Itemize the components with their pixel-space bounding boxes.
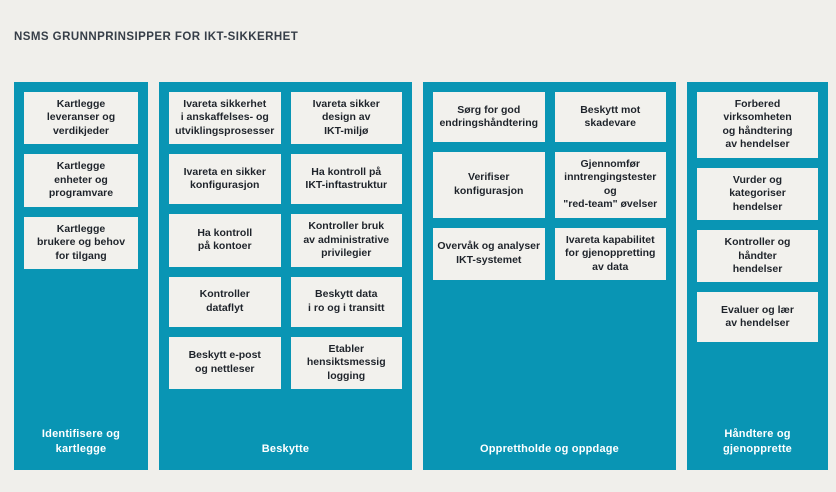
card-ivareta-sikkerhet-anskaffelser: Ivareta sikkerhet i anskaffelses- og utv… — [169, 92, 281, 145]
card-beskytt-mot-skadevare: Beskytt mot skadevare — [554, 92, 666, 142]
card-etabler-logging: Etabler hensiktsmessig logging — [290, 336, 402, 389]
column-opprettholde-og-oppdage: Sørg for god endringshåndtering Beskytt … — [423, 82, 676, 470]
card-beskytt-data: Beskytt data i ro og i transitt — [290, 276, 402, 327]
card-ivareta-sikker-konfigurasjon: Ivareta en sikker konfigurasjon — [169, 154, 281, 205]
card-evaluer-laer: Evaluer og lær av hendelser — [697, 292, 818, 343]
card-endringshandtering: Sørg for god endringshåndtering — [433, 92, 545, 142]
column-beskytte: Ivareta sikkerhet i anskaffelses- og utv… — [159, 82, 412, 470]
card-beskytt-epost-nettleser: Beskytt e-post og nettleser — [169, 336, 281, 389]
column-identifisere-og-kartlegge: Kartlegge leveranser og verdikjeder Kart… — [14, 82, 148, 470]
card-forbered-virksomheten: Forbered virksomheten og håndtering av h… — [697, 92, 818, 158]
card-ivareta-sikker-design: Ivareta sikker design av IKT-miljø — [290, 92, 402, 145]
card-list: Forbered virksomheten og håndtering av h… — [697, 92, 818, 343]
card-kartlegge-enheter: Kartlegge enheter og programvare — [24, 154, 138, 207]
card-gjenoppretting-data: Ivareta kapabilitet for gjenoppretting a… — [554, 227, 666, 281]
card-list: Kartlegge leveranser og verdikjeder Kart… — [24, 92, 138, 269]
column-label-opprettholde: Opprettholde og oppdage — [479, 442, 620, 455]
card-inntrengingstester: Gjennomfør inntrengingstester og "red-te… — [554, 152, 666, 218]
card-verifiser-konfigurasjon: Verifiser konfigurasjon — [433, 152, 545, 218]
column-label-handtere: Håndtere og gjenopprette — [722, 428, 792, 455]
column-handtere-og-gjenopprette: Forbered virksomheten og håndtering av h… — [687, 82, 828, 470]
card-kontroll-ikt-infrastruktur: Ha kontroll på IKT-inftastruktur — [290, 154, 402, 205]
column-label-identifisere: Identifisere og kartlegge — [41, 428, 121, 455]
principles-board: Kartlegge leveranser og verdikjeder Kart… — [14, 82, 828, 470]
column-label-beskytte: Beskytte — [261, 442, 310, 455]
card-kartlegge-leveranser: Kartlegge leveranser og verdikjeder — [24, 92, 138, 145]
card-overvak-analyser: Overvåk og analyser IKT-systemet — [433, 227, 545, 281]
card-kontroller-handter: Kontroller og håndter hendelser — [697, 230, 818, 283]
card-kontroller-admin-privilegier: Kontroller bruk av administrative privil… — [290, 214, 402, 267]
card-grid: Ivareta sikkerhet i anskaffelses- og utv… — [169, 92, 402, 389]
card-kontroll-kontoer: Ha kontroll på kontoer — [169, 214, 281, 267]
card-vurder-kategoriser: Vurder og kategoriser hendelser — [697, 167, 818, 221]
card-kontroller-dataflyt: Kontroller dataflyt — [169, 276, 281, 327]
card-grid: Sørg for god endringshåndtering Beskytt … — [433, 92, 666, 281]
page-title: NSMS GRUNNPRINSIPPER FOR IKT-SIKKERHET — [14, 31, 299, 43]
card-kartlegge-brukere: Kartlegge brukere og behov for tilgang — [24, 216, 138, 269]
